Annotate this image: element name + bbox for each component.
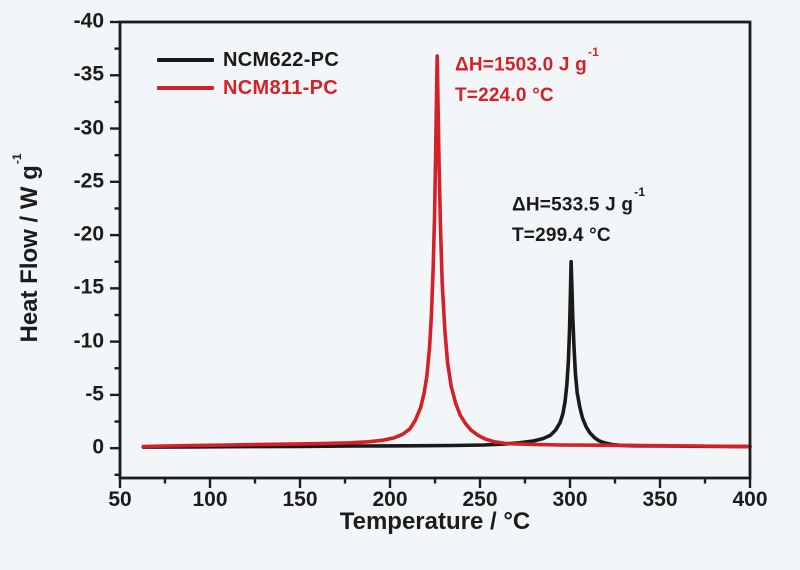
- legend: NCM622-PC NCM811-PC: [157, 46, 339, 102]
- enthalpy-value: ΔH=533.5 J g: [512, 194, 634, 216]
- x-tick-label: 100: [192, 488, 228, 511]
- x-tick-label: 50: [108, 488, 132, 511]
- y-axis-title-text: Heat Flow / W g: [16, 165, 43, 343]
- y-axis-title: Heat Flow / W g-1: [10, 154, 44, 343]
- y-axis-superscript: -1: [10, 153, 25, 165]
- legend-label-ncm622: NCM622-PC: [223, 48, 340, 71]
- annotation-ncm622-enthalpy: ΔH=533.5 J g-1: [512, 184, 645, 220]
- y-tick-label: -40: [73, 9, 104, 33]
- y-tick-label: -10: [73, 329, 104, 353]
- legend-line-sample-black: [157, 58, 214, 62]
- annotation-ncm622-peak-temperature: T=299.4 °C: [512, 225, 611, 247]
- y-tick-label: -5: [85, 382, 104, 406]
- annotation-ncm622: ΔH=533.5 J g-1 T=299.4 °C: [512, 184, 645, 251]
- enthalpy-value: ΔH=1503.0 J g: [455, 54, 587, 76]
- x-tick-label: 400: [732, 488, 768, 511]
- y-tick-label: -30: [73, 116, 104, 140]
- y-tick-label: -15: [73, 275, 104, 299]
- annotation-ncm811-peak-temperature: T=224.0 °C: [455, 85, 554, 107]
- y-tick-label: -25: [73, 169, 104, 193]
- enthalpy-superscript: -1: [587, 45, 599, 60]
- legend-line-sample-red: [157, 86, 214, 90]
- x-tick-label: 150: [282, 488, 318, 511]
- legend-item-ncm622: NCM622-PC: [157, 46, 339, 74]
- annotation-ncm811: ΔH=1503.0 J g-1 T=224.0 °C: [455, 44, 599, 111]
- x-tick-label: 350: [642, 488, 678, 511]
- x-tick-label: 300: [552, 488, 588, 511]
- y-tick-label: 0: [92, 435, 104, 459]
- y-tick-label: -35: [73, 62, 104, 86]
- enthalpy-superscript: -1: [634, 185, 646, 200]
- legend-label-ncm811: NCM811-PC: [223, 76, 338, 99]
- legend-item-ncm811: NCM811-PC: [157, 74, 339, 102]
- x-tick-label: 200: [372, 488, 408, 511]
- plot-frame: [118, 20, 752, 480]
- series-line-ncm811-pc: [141, 54, 752, 449]
- series-line-ncm622-pc: [141, 259, 752, 449]
- annotation-ncm811-enthalpy: ΔH=1503.0 J g-1: [455, 44, 599, 80]
- x-tick-label: 250: [462, 488, 498, 511]
- y-tick-label: -20: [73, 222, 104, 246]
- x-axis-title: Temperature / °C: [339, 508, 531, 535]
